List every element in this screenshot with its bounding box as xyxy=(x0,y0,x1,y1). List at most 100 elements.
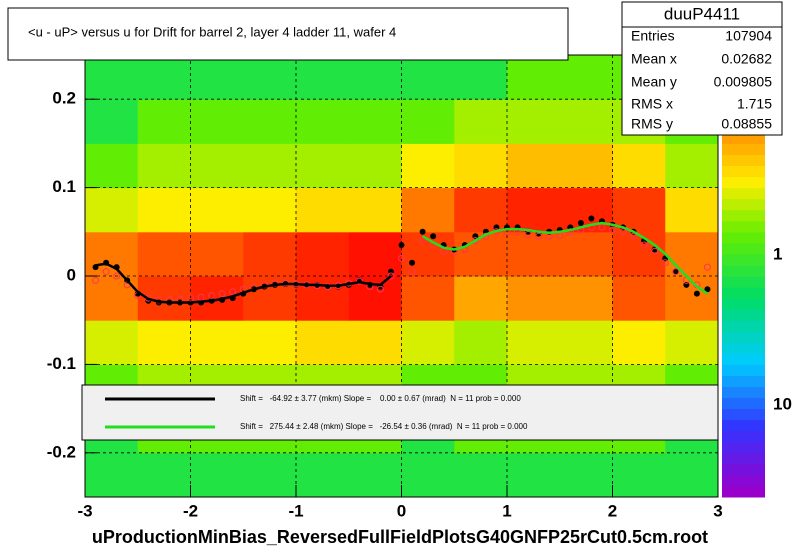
y-tick-label: -0.2 xyxy=(47,442,76,461)
colorbar-segment xyxy=(722,364,765,376)
heatmap-cell xyxy=(348,320,402,365)
heatmap-cell xyxy=(348,55,402,100)
heatmap-cell xyxy=(243,452,297,498)
y-tick-label: -0.1 xyxy=(47,354,76,373)
heatmap-cell xyxy=(665,320,719,365)
heatmap-cell xyxy=(559,143,613,189)
stats-box: duuP4411 Entries 107904 Mean x 0.02682 Mean … xyxy=(621,1,783,136)
heatmap-cell xyxy=(454,320,508,365)
heatmap-cell xyxy=(559,231,613,277)
heatmap-cell xyxy=(507,320,561,365)
heatmap-cell xyxy=(612,187,666,233)
plot-area xyxy=(84,55,719,498)
heatmap-cell xyxy=(85,452,139,498)
profile-point xyxy=(693,290,700,297)
colorbar-segment xyxy=(722,441,765,454)
profile-point xyxy=(609,226,616,234)
colorbar-segment xyxy=(722,276,765,288)
profile-point xyxy=(208,291,216,299)
heatmap-cell xyxy=(296,187,350,233)
y-tick-label: 0.1 xyxy=(52,177,76,196)
heatmap-cell xyxy=(454,99,508,144)
x-tick-label: 3 xyxy=(713,501,722,520)
colorbar-segment xyxy=(722,474,765,487)
colorbar-segment xyxy=(722,298,765,310)
chart-title: <u - uP> versus u for Drift for barrel 2… xyxy=(28,24,396,39)
profile-point xyxy=(355,277,363,285)
file-name: uProductionMinBias_ReversedFullFieldPlot… xyxy=(92,527,708,547)
heatmap-cell xyxy=(348,231,402,277)
stats-label: Entries xyxy=(631,28,675,44)
heatmap-cell xyxy=(137,55,191,100)
heatmap-cell xyxy=(401,187,455,233)
colorbar-segment xyxy=(722,331,765,343)
profile-point xyxy=(229,288,237,296)
stats-label: RMS x xyxy=(631,96,673,112)
heatmap-cell xyxy=(665,276,719,321)
heatmap-cell xyxy=(190,320,244,365)
y-tick-label: 0.2 xyxy=(52,89,76,108)
colorbar-segment xyxy=(722,430,765,443)
heatmap-cell xyxy=(507,276,561,321)
heatmap-cell xyxy=(454,276,508,321)
profile-point xyxy=(598,223,606,231)
profile-point xyxy=(640,241,648,249)
colorbar-segment xyxy=(722,132,765,144)
heatmap-cell xyxy=(137,143,191,189)
colorbar-segment xyxy=(722,419,765,432)
colorbar-segment xyxy=(722,198,765,211)
x-tick-label: -3 xyxy=(77,501,92,520)
profile-point xyxy=(619,228,627,236)
fit-line xyxy=(95,262,392,304)
legend: Shift = -64.92 ± 3.77 (mkm) Slope = 0.00… xyxy=(81,384,719,441)
y-tick-label: 0 xyxy=(67,265,76,284)
colorbar-segment xyxy=(722,485,765,498)
profile-point xyxy=(672,268,679,275)
heatmap-cell xyxy=(507,187,561,233)
stats-value: 1.715 xyxy=(737,96,772,112)
heatmap-cell xyxy=(137,320,191,365)
colorbar-segment xyxy=(722,231,765,244)
legend-label: Shift = -64.92 ± 3.77 (mkm) Slope = 0.00… xyxy=(240,394,521,403)
profile-point xyxy=(408,268,416,276)
legend-label: Shift = 275.44 ± 2.48 (mkm) Slope = -26.… xyxy=(240,422,528,431)
heatmap-cell xyxy=(612,276,666,321)
heatmap-cell xyxy=(137,99,191,144)
colorbar-segment xyxy=(722,463,765,476)
heatmap-cell xyxy=(190,231,244,277)
profile-point xyxy=(703,263,711,271)
heatmap-cell xyxy=(85,231,139,277)
heatmap-cell xyxy=(85,55,139,100)
heatmap-cell xyxy=(243,320,297,365)
heatmap-cell xyxy=(190,187,244,233)
colorbar-segment xyxy=(722,154,765,166)
heatmap-cell xyxy=(401,276,455,321)
heatmap-cell xyxy=(507,99,561,144)
heatmap-cell xyxy=(243,55,297,100)
profile-point xyxy=(387,272,395,280)
profile-point xyxy=(672,268,680,276)
heatmap-cell xyxy=(190,143,244,189)
colorbar-segment xyxy=(722,220,765,233)
heatmap-cell xyxy=(612,320,666,365)
z-tick-label: 10 xyxy=(773,394,792,413)
heatmap-cell xyxy=(296,231,350,277)
heatmap-cell xyxy=(348,143,402,189)
colorbar-segment xyxy=(722,452,765,465)
heatmap-cell xyxy=(85,143,139,189)
profile-point xyxy=(376,285,384,293)
stats-title: duuP4411 xyxy=(664,4,740,23)
heatmap-cell xyxy=(454,55,508,100)
profile-point xyxy=(398,242,405,249)
stats-value: 107904 xyxy=(725,28,772,44)
heatmap-cell xyxy=(296,143,350,189)
profile-point xyxy=(535,232,543,240)
colorbar-segment xyxy=(722,342,765,354)
colorbar-segment xyxy=(722,143,765,155)
heatmap-cell xyxy=(401,99,455,144)
heatmap-cell xyxy=(348,187,402,233)
heatmap-cell xyxy=(507,231,561,277)
colorbar-segment xyxy=(722,397,765,410)
heatmap-cell xyxy=(559,276,613,321)
